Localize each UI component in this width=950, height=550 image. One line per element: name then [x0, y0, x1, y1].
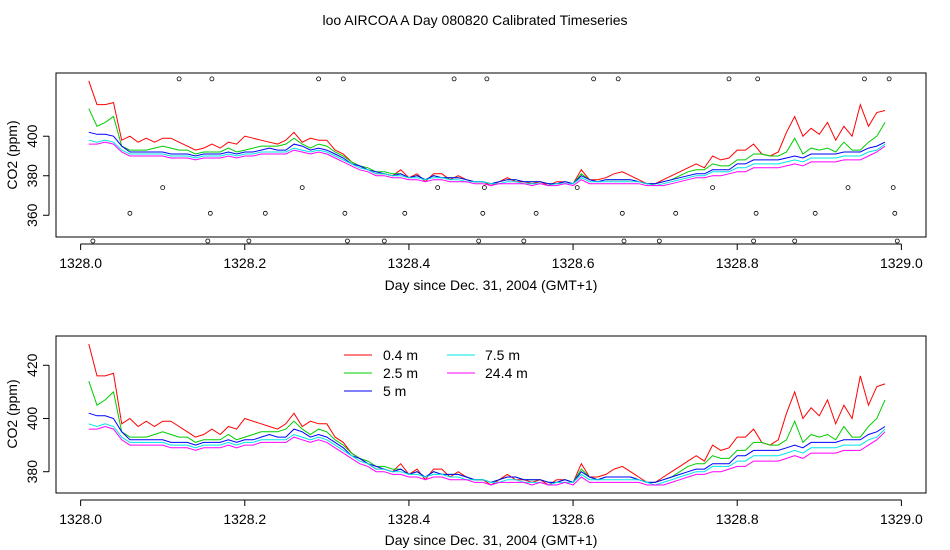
legend-label-2-5m: 2.5 m — [383, 365, 418, 381]
marker-point — [480, 210, 486, 216]
marker-point — [90, 238, 96, 244]
marker-point — [591, 76, 596, 82]
marker-point — [521, 238, 527, 244]
marker-point — [176, 76, 182, 82]
marker-point — [755, 76, 761, 82]
marker-point — [340, 76, 346, 82]
legend-label-0-4m: 0.4 m — [383, 347, 418, 363]
x-tick-label: 1328.4 — [388, 255, 431, 271]
chart-title: loo AIRCOA A Day 080820 Calibrated Times… — [322, 12, 627, 28]
marker-point — [299, 185, 305, 191]
y-tick-label: 380 — [24, 164, 40, 188]
y-axis-label-bottom: CO2 (ppm) — [4, 379, 20, 448]
series-line-7-5m — [88, 139, 886, 187]
marker-point — [862, 76, 867, 82]
marker-point — [812, 210, 818, 216]
marker-point — [344, 238, 350, 244]
y-axis-label-top: CO2 (ppm) — [4, 120, 20, 189]
legend: 0.4 m 2.5 m 5 m 7.5 m 24.4 m — [344, 347, 528, 399]
y-tick-label: 380 — [24, 460, 40, 484]
marker-point — [435, 185, 441, 191]
x-tick-label: 1328.0 — [59, 255, 102, 271]
marker-point — [205, 238, 211, 244]
marker-point — [127, 210, 133, 216]
marker-point — [476, 238, 482, 244]
plot-frame-bottom — [55, 335, 927, 494]
marker-point — [246, 238, 252, 244]
panel-top: 1328.0 1328.2 1328.4 1328.6 1328.8 1329.0 360… — [4, 72, 927, 293]
x-tick-label: 1328.2 — [223, 255, 266, 271]
series-line-24-4m — [88, 141, 886, 187]
marker-point — [621, 238, 627, 244]
marker-point — [533, 210, 539, 216]
x-tick-label: 1329.0 — [880, 511, 923, 527]
x-tick-label: 1328.4 — [388, 511, 431, 527]
marker-point — [381, 238, 387, 244]
marker-point — [402, 210, 408, 216]
marker-point — [890, 185, 896, 191]
marker-point — [710, 185, 715, 191]
marker-point — [845, 185, 851, 191]
x-tick-label: 1328.6 — [552, 255, 595, 271]
y-tick-label: 400 — [24, 407, 40, 431]
y-tick-label: 400 — [24, 124, 40, 148]
marker-point — [451, 76, 457, 82]
y-axis-bottom: 380 400 420 — [24, 353, 50, 484]
marker-point — [894, 238, 900, 244]
marker-point — [481, 185, 487, 191]
y-tick-label: 420 — [24, 353, 40, 377]
x-tick-label: 1328.8 — [716, 511, 759, 527]
marker-point — [751, 238, 756, 244]
x-tick-label: 1328.0 — [59, 511, 102, 527]
marker-point — [726, 76, 732, 82]
marker-point — [673, 210, 679, 216]
marker-point — [615, 76, 621, 82]
x-tick-label: 1328.6 — [552, 511, 595, 527]
marker-point — [207, 210, 213, 216]
marker-point — [342, 210, 348, 216]
series-line-0-4m — [88, 80, 886, 187]
series-line-0-4m — [88, 343, 886, 486]
y-tick-label: 360 — [24, 203, 40, 227]
marker-point — [160, 185, 166, 191]
plot-frame-top — [55, 72, 927, 238]
x-tick-label: 1329.0 — [880, 255, 923, 271]
legend-label-5m: 5 m — [383, 383, 406, 399]
series-lines-bottom — [88, 343, 886, 486]
series-line-7-5m — [88, 423, 886, 486]
markers-top — [90, 76, 900, 244]
marker-point — [619, 210, 625, 216]
series-line-24-4m — [88, 425, 886, 486]
x-axis-bottom: 1328.0 1328.2 1328.4 1328.6 1328.8 1329.0 — [59, 499, 923, 527]
legend-label-7-5m: 7.5 m — [485, 347, 520, 363]
x-tick-label: 1328.8 — [716, 255, 759, 271]
marker-point — [656, 238, 662, 244]
marker-point — [892, 210, 898, 216]
x-tick-label: 1328.2 — [223, 511, 266, 527]
marker-point — [262, 210, 268, 216]
marker-point — [316, 76, 322, 82]
marker-point — [484, 76, 490, 82]
marker-point — [792, 238, 798, 244]
marker-point — [753, 210, 759, 216]
series-lines-top — [88, 80, 886, 187]
marker-point — [886, 76, 892, 82]
x-axis-label-bottom: Day since Dec. 31, 2004 (GMT+1) — [385, 532, 598, 548]
panel-bottom: 1328.0 1328.2 1328.4 1328.6 1328.8 1329.0 380… — [4, 335, 927, 548]
legend-label-24-4m: 24.4 m — [485, 365, 528, 381]
marker-point — [209, 76, 215, 82]
marker-point — [574, 185, 580, 191]
x-axis-top: 1328.0 1328.2 1328.4 1328.6 1328.8 1329.0 — [59, 243, 923, 271]
x-axis-label-top: Day since Dec. 31, 2004 (GMT+1) — [385, 277, 598, 293]
y-axis-top: 360 380 400 — [24, 124, 50, 227]
